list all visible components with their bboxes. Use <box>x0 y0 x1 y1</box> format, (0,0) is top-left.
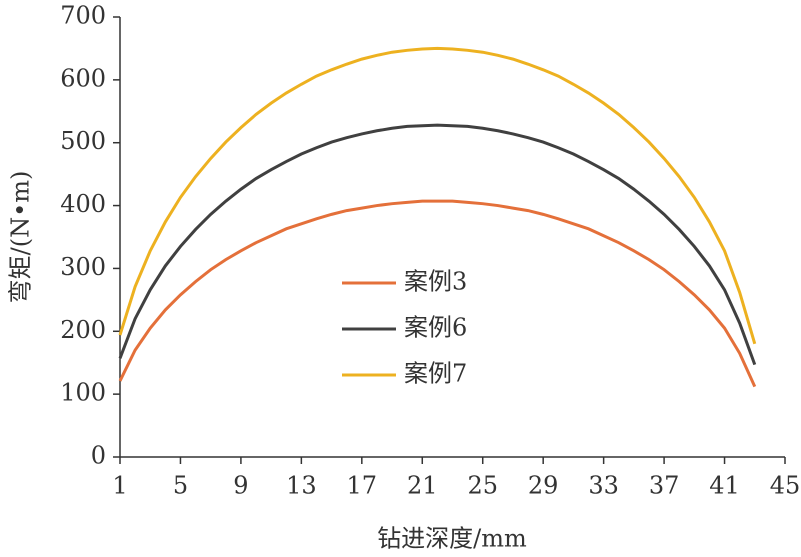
y-tick-label: 700 <box>60 2 106 30</box>
x-tick-label: 29 <box>528 472 559 500</box>
x-tick-label: 45 <box>770 472 801 500</box>
legend-label: 案例6 <box>404 314 467 342</box>
x-tick-label: 37 <box>649 472 680 500</box>
x-tick-label: 9 <box>233 472 248 500</box>
y-tick-label: 0 <box>91 442 106 470</box>
series-line <box>118 46 757 345</box>
x-tick-label: 21 <box>407 472 438 500</box>
series-line <box>118 123 757 366</box>
y-tick-label: 400 <box>60 190 106 218</box>
y-tick-label: 500 <box>60 127 106 155</box>
y-tick-label: 300 <box>60 253 106 281</box>
y-axis-label: 弯矩/(N•m) <box>7 171 35 304</box>
x-axis-label: 钻进深度/mm <box>377 525 527 553</box>
x-tick-label: 17 <box>347 472 378 500</box>
x-tick-label: 33 <box>588 472 619 500</box>
x-tick-label: 13 <box>286 472 317 500</box>
y-tick-label: 100 <box>60 379 106 407</box>
legend-label: 案例7 <box>404 360 467 388</box>
x-tick-label: 1 <box>112 472 127 500</box>
y-tick-label: 200 <box>60 316 106 344</box>
y-tick-label: 600 <box>60 64 106 92</box>
x-tick-label: 41 <box>709 472 740 500</box>
legend-label: 案例3 <box>404 268 467 296</box>
x-tick-label: 5 <box>173 472 188 500</box>
x-tick-label: 25 <box>467 472 498 500</box>
series-line <box>118 199 757 388</box>
